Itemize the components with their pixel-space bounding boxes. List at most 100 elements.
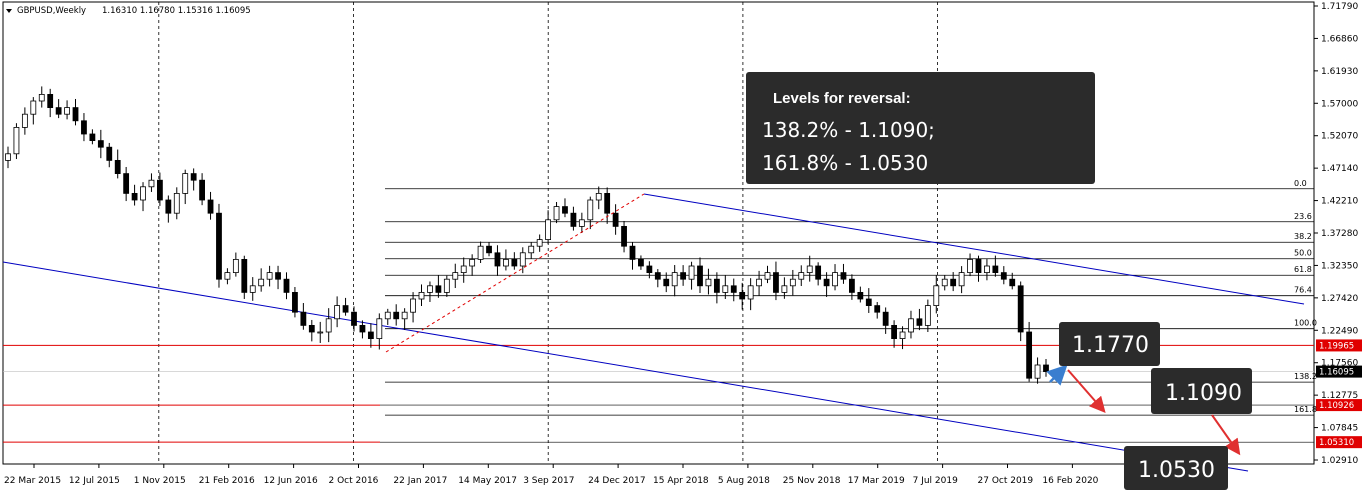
candle-body [528, 245, 535, 254]
candle-body [958, 272, 965, 287]
candle-body [595, 192, 602, 201]
price-tag-label: 1.19965 [1319, 341, 1354, 351]
candle-body [283, 278, 290, 293]
header-info: GBPUSD,Weekly 1.16310 1.16780 1.15316 1.… [6, 6, 251, 16]
candle-body [123, 173, 130, 194]
candle-body [789, 278, 796, 287]
candle-body [308, 324, 315, 333]
x-tick-label: 22 Mar 2015 [4, 476, 61, 486]
candle-body [849, 278, 855, 293]
candle-body [629, 245, 636, 260]
candle-body [840, 272, 847, 280]
candle-body [182, 173, 189, 194]
y-tick-label: 1.12775 [1321, 391, 1358, 401]
candle-body [671, 272, 678, 287]
candle-body [165, 199, 172, 214]
y-tick-label: 1.61930 [1321, 67, 1358, 77]
plot-area: 1.19965 1.10926 1.05310 1.16095 0.0 23.6 38.2… [2, 1, 1362, 472]
price-tag-label: 1.05310 [1319, 438, 1354, 448]
candle-body [443, 278, 450, 293]
candle-body [367, 331, 374, 339]
candle-body [47, 94, 54, 109]
candle-body [300, 311, 307, 326]
candle-body [924, 305, 931, 326]
x-tick-label: 12 Jul 2015 [69, 476, 120, 486]
y-tick-label: 1.17560 [1321, 359, 1358, 369]
fib-level-label: 61.8 [1294, 265, 1312, 274]
candle-body [199, 179, 205, 201]
candle-body [241, 258, 248, 293]
candle-body [494, 252, 501, 267]
candle-body [992, 265, 999, 273]
candle-body [621, 225, 627, 247]
candle-body [435, 285, 442, 293]
projection-arrows [1046, 364, 1241, 456]
candle-body [148, 179, 155, 188]
candle-body [97, 140, 104, 148]
candle-body [275, 272, 281, 280]
fib-level-label: 23.6 [1294, 212, 1312, 221]
candle-body [815, 265, 822, 280]
candle-body [55, 107, 62, 115]
x-tick-label: 24 Dec 2017 [588, 476, 646, 486]
candle-body [376, 318, 383, 339]
candle-body [410, 298, 416, 313]
x-tick-label: 1 Nov 2015 [134, 476, 186, 486]
y-tick-label: 1.02910 [1321, 456, 1358, 466]
candle-body [1017, 285, 1024, 333]
x-tick-label: 27 Oct 2019 [978, 476, 1034, 486]
candle-body [536, 239, 543, 247]
blue-arrow [1046, 364, 1068, 386]
candlesticks [5, 86, 1049, 384]
candle-body [688, 265, 695, 280]
candle-body [857, 291, 864, 300]
candle-body [722, 285, 729, 293]
candle-body [469, 258, 476, 267]
candle-body [131, 192, 138, 201]
callout-3: 1.0530 [1124, 446, 1228, 490]
x-tick-label: 16 Feb 2020 [1042, 476, 1098, 486]
fib-level-label: 38.2 [1294, 232, 1312, 241]
candle-body [157, 179, 163, 201]
y-tick-label: 1.07845 [1321, 424, 1358, 434]
callout-1: 1.1770 [1059, 322, 1160, 366]
candle-body [545, 219, 551, 241]
candle-body [1026, 331, 1033, 379]
candle-body [654, 272, 661, 280]
candle-body [207, 199, 214, 214]
candle-body [587, 199, 594, 221]
collapse-triangle-icon[interactable] [6, 9, 12, 13]
candle-body [114, 159, 121, 174]
candle-body [865, 298, 872, 306]
candle-body [5, 153, 11, 161]
candle-body [680, 272, 687, 280]
candle-body [891, 324, 897, 339]
ohlc-label: 1.16310 1.16780 1.15316 1.16095 [102, 6, 251, 16]
current-price-tag-label: 1.16095 [1319, 368, 1354, 378]
candle-body [705, 278, 712, 287]
candle-body [460, 265, 467, 273]
trend-channel [2, 193, 1305, 472]
candle-body [553, 206, 560, 221]
candle-body [1009, 278, 1016, 287]
candle-body [933, 285, 940, 306]
price-tag-bg [1316, 339, 1362, 352]
candle-body [89, 133, 96, 141]
reversal-info-box: Levels for reversal: 138.2% - 1.1090; 16… [746, 72, 1095, 184]
candle-body [486, 245, 492, 254]
candle-body [519, 252, 526, 267]
candle-body [401, 311, 408, 320]
channel-upper-line [643, 193, 1305, 305]
candle-body [106, 146, 113, 161]
info-box-bg [746, 72, 1095, 184]
candle-body [916, 318, 923, 326]
candle-body [950, 278, 957, 287]
candle-body [764, 272, 771, 280]
callout-3-bg [1124, 446, 1228, 490]
candle-body [325, 318, 332, 333]
y-tick-label: 1.32350 [1321, 261, 1358, 271]
channel-lower-line [2, 261, 1249, 472]
candle-body [638, 258, 644, 267]
candle-body [359, 324, 366, 333]
